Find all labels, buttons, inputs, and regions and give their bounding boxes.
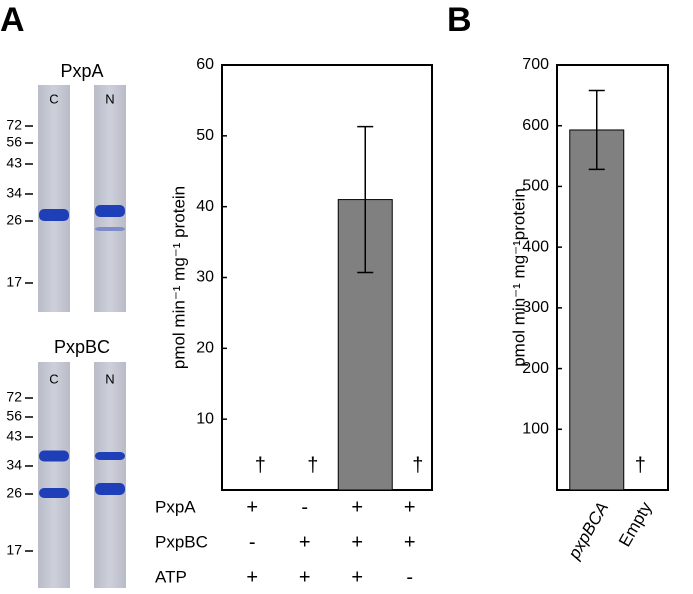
condition-symbol: + — [404, 531, 416, 553]
condition-symbol: + — [351, 531, 363, 553]
condition-symbol: + — [404, 496, 416, 518]
y-axis-label: pmol min⁻¹ mg⁻¹protein — [509, 188, 528, 367]
gel-band — [95, 452, 125, 460]
y-tick-label: 10 — [196, 410, 214, 427]
y-tick-label: 400 — [522, 238, 549, 255]
y-tick-label: 60 — [196, 56, 214, 73]
panel-label: B — [447, 1, 472, 39]
condition-symbol: + — [299, 566, 311, 588]
gel-lane — [94, 362, 126, 588]
value-label: † — [412, 454, 423, 476]
condition-symbol: - — [406, 566, 413, 588]
gel-lane — [38, 362, 70, 588]
marker-label: 17 — [6, 274, 22, 290]
y-tick-label: 20 — [196, 340, 214, 357]
y-tick-label: 50 — [196, 127, 214, 144]
marker-label: 43 — [6, 155, 22, 171]
marker-label: 56 — [6, 134, 22, 150]
marker-label: 56 — [6, 408, 22, 424]
gel-lane — [38, 85, 70, 312]
condition-name: PxpBC — [155, 532, 208, 551]
y-tick-label: 200 — [522, 360, 549, 377]
plot-frame — [221, 64, 433, 491]
gel-lane — [94, 85, 126, 312]
value-label: † — [307, 454, 318, 476]
marker-label: 43 — [6, 428, 22, 444]
marker-label: 34 — [6, 457, 22, 473]
condition-symbol: + — [351, 496, 363, 518]
gel-band — [39, 488, 69, 498]
x-tick-label: pxpBCA — [564, 499, 612, 563]
marker-label: 17 — [6, 542, 22, 558]
gel-band — [95, 227, 125, 231]
marker-label: 26 — [6, 485, 22, 501]
condition-symbol: - — [301, 496, 308, 518]
gel-title: PxpBC — [54, 337, 110, 357]
condition-name: PxpA — [155, 497, 196, 516]
y-tick-label: 600 — [522, 117, 549, 134]
y-tick-label: 300 — [522, 299, 549, 316]
gel-band — [95, 205, 125, 217]
y-tick-label: 30 — [196, 269, 214, 286]
condition-name: ATP — [155, 567, 187, 586]
value-label: † — [635, 454, 646, 476]
gel-title: PxpA — [60, 61, 103, 81]
gel-band — [39, 450, 69, 462]
y-tick-label: 100 — [522, 421, 549, 438]
condition-symbol: + — [299, 531, 311, 553]
condition-symbol: + — [351, 566, 363, 588]
marker-label: 72 — [6, 389, 22, 405]
lane-label: N — [105, 91, 114, 106]
lane-label: C — [49, 91, 58, 106]
gel-band — [95, 483, 125, 495]
y-tick-label: 500 — [522, 178, 549, 195]
gel-band — [39, 209, 69, 221]
y-tick-label: 40 — [196, 198, 214, 215]
marker-label: 72 — [6, 117, 22, 133]
condition-symbol: - — [249, 531, 256, 553]
value-label: † — [255, 454, 266, 476]
x-tick-label: Empty — [615, 498, 656, 550]
marker-label: 26 — [6, 212, 22, 228]
condition-symbol: + — [246, 496, 258, 518]
panel-label: A — [0, 1, 25, 39]
lane-label: C — [49, 371, 58, 386]
lane-label: N — [105, 371, 114, 386]
condition-symbol: + — [246, 566, 258, 588]
y-axis-label: pmol min⁻¹ mg⁻¹ protein — [169, 186, 188, 369]
bar — [569, 129, 625, 491]
marker-label: 34 — [6, 185, 22, 201]
y-tick-label: 700 — [522, 56, 549, 73]
